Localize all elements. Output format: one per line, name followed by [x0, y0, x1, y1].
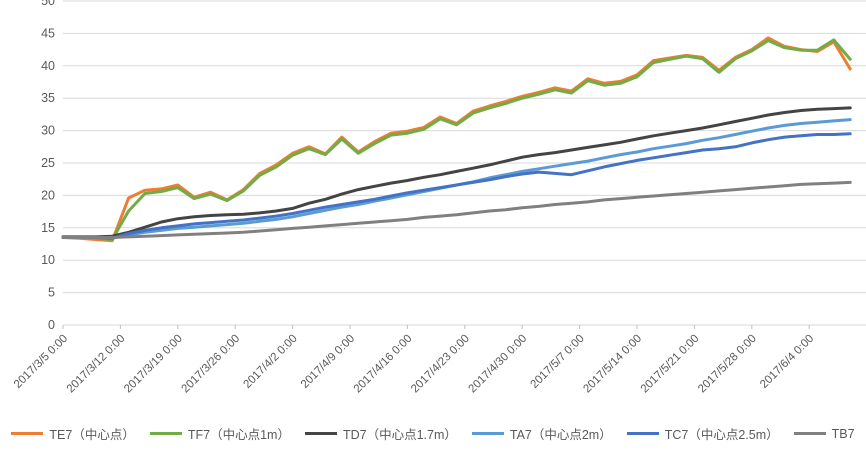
- x-axis-tick-label: 2017/3/19 0:00: [122, 333, 185, 396]
- x-axis-tick-label: 2017/5/7 0:00: [528, 333, 586, 391]
- x-axis-tick-label: 2017/3/26 0:00: [180, 333, 243, 396]
- x-axis-tick-label: 2017/4/30 0:00: [467, 333, 530, 396]
- y-axis-tick-label: 20: [41, 188, 55, 202]
- chart-legend: TE7（中心点） TF7（中心点1m） TD7（中心点1.7m） TA7（中心点2m）…: [0, 424, 866, 443]
- series-line-tb7[interactable]: [61, 180, 852, 239]
- legend-item-te7[interactable]: TE7（中心点）: [11, 424, 135, 443]
- y-axis-tick-label: 45: [41, 26, 55, 40]
- x-axis-tick-label: 2017/3/5 0:00: [12, 333, 70, 391]
- legend-swatch-td7: [304, 432, 337, 435]
- legend-label: TF7（中心点1m）: [187, 428, 290, 442]
- x-axis-tick-label: 2017/6/4 0:00: [758, 333, 816, 391]
- x-axis-tick-label: 2017/4/2 0:00: [241, 333, 299, 391]
- y-axis-tick-label: 30: [41, 124, 55, 138]
- legend-label: TD7（中心点1.7m）: [342, 428, 457, 442]
- y-axis-tick-label: 15: [41, 221, 55, 235]
- legend-swatch-ta7: [471, 432, 504, 435]
- legend-item-ta7[interactable]: TA7（中心点2m）: [471, 424, 612, 443]
- y-axis-tick-label: 50: [41, 0, 55, 8]
- legend-item-tf7[interactable]: TF7（中心点1m）: [149, 424, 290, 443]
- x-axis-tick-label: 2017/4/9 0:00: [299, 333, 357, 391]
- y-axis-tick-label: 5: [48, 286, 55, 300]
- x-axis-tick-label: 2017/3/12 0:00: [65, 333, 128, 396]
- series-line-tf7[interactable]: [61, 38, 852, 241]
- legend-label: TA7（中心点2m）: [509, 428, 612, 442]
- legend-item-tc7[interactable]: TC7（中心点2.5m）: [626, 424, 779, 443]
- legend-swatch-tf7: [149, 432, 182, 435]
- x-axis-tick-label: 2017/5/28 0:00: [696, 333, 759, 396]
- legend-item-tb7[interactable]: TB7: [793, 426, 855, 441]
- y-axis-tick-label: 25: [41, 156, 55, 170]
- legend-label: TB7: [831, 426, 855, 441]
- legend-item-td7[interactable]: TD7（中心点1.7m）: [304, 424, 457, 443]
- legend-swatch-te7: [11, 432, 44, 435]
- x-axis-tick-label: 2017/4/23 0:00: [409, 333, 472, 396]
- legend-label: TE7（中心点）: [49, 428, 135, 442]
- legend-swatch-tb7: [793, 432, 826, 435]
- legend-swatch-tc7: [626, 432, 659, 435]
- y-axis-tick-label: 35: [41, 91, 55, 105]
- x-axis-tick-label: 2017/5/21 0:00: [639, 333, 702, 396]
- series-line-td7[interactable]: [61, 106, 852, 239]
- series-line-tc7[interactable]: [61, 132, 852, 240]
- legend-label: TC7（中心点2.5m）: [664, 428, 779, 442]
- series-line-ta7[interactable]: [61, 118, 852, 240]
- y-axis-tick-label: 40: [41, 59, 55, 73]
- x-axis-tick-label: 2017/4/16 0:00: [352, 333, 415, 396]
- x-axis-tick-label: 2017/5/14 0:00: [581, 333, 644, 396]
- series-line-te7[interactable]: [61, 36, 852, 243]
- y-axis-tick-label: 10: [41, 253, 55, 267]
- y-axis-tick-label: 0: [48, 318, 55, 332]
